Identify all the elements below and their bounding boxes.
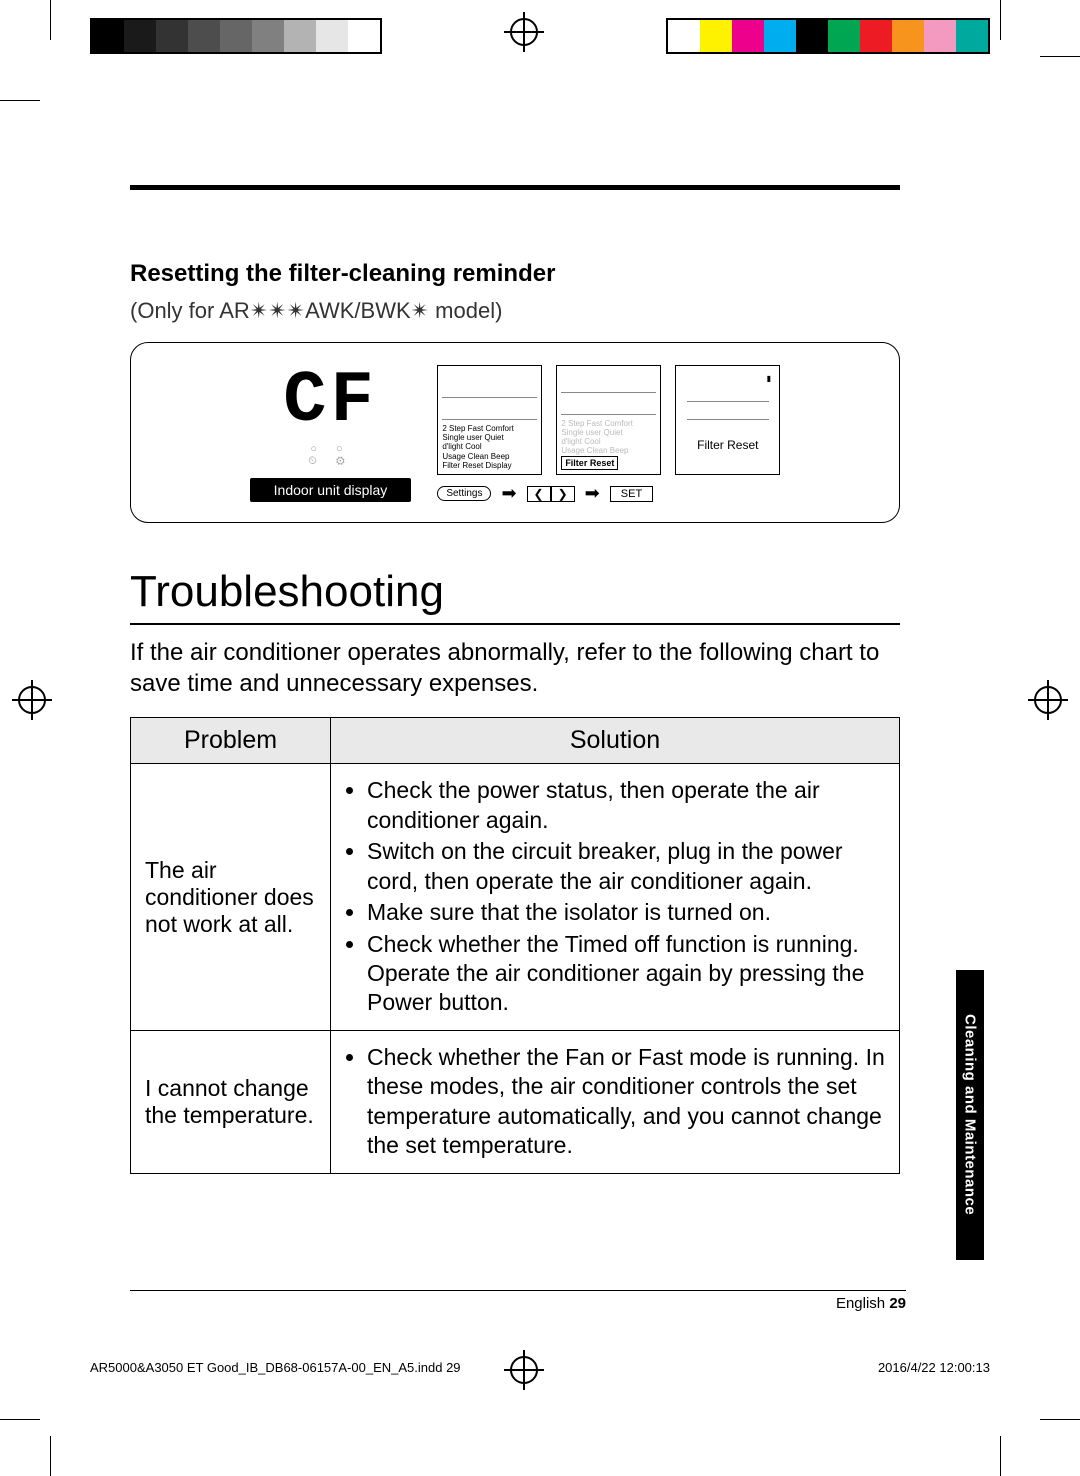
swatch	[700, 20, 732, 52]
troubleshooting-intro: If the air conditioner operates abnormal…	[130, 637, 900, 699]
set-button[interactable]: SET	[610, 486, 653, 502]
seven-segment-display: CF	[250, 365, 412, 437]
swatch	[956, 20, 988, 52]
swatch	[924, 20, 956, 52]
swatch	[732, 20, 764, 52]
remote-big-label: Filter Reset	[697, 438, 758, 452]
swatch	[252, 20, 284, 52]
panel-line: Usage Clean Beep	[442, 452, 537, 461]
print-timestamp: 2016/4/22 12:00:13	[878, 1360, 990, 1375]
cell-solution: Check whether the Fan or Fast mode is ru…	[331, 1030, 900, 1173]
swatch	[156, 20, 188, 52]
arrow-icon: ➡	[501, 483, 516, 504]
page-footer: English 29	[130, 1290, 906, 1312]
crop-mark	[1000, 0, 1001, 40]
remote-panel-1: 2 Step Fast ComfortSingle user Quietd'li…	[437, 365, 542, 475]
solution-item: Check whether the Timed off function is …	[367, 930, 885, 1018]
remote-sequence: 2 Step Fast ComfortSingle user Quietd'li…	[437, 365, 780, 504]
solution-item: Switch on the circuit breaker, plug in t…	[367, 837, 885, 896]
table-row: I cannot change the temperature. Check wh…	[131, 1030, 900, 1173]
cell-problem: I cannot change the temperature.	[131, 1030, 331, 1173]
footer-lang: English	[836, 1295, 885, 1312]
table-row: The air conditioner does not work at all…	[131, 764, 900, 1031]
swatch	[764, 20, 796, 52]
page-content: Resetting the filter-cleaning reminder (…	[130, 75, 900, 1174]
panel-line: Usage Clean Beep	[561, 446, 656, 455]
th-solution: Solution	[331, 718, 900, 764]
indoor-unit-label: Indoor unit display	[250, 478, 412, 502]
swatch	[92, 20, 124, 52]
cell-problem: The air conditioner does not work at all…	[131, 764, 331, 1031]
greyscale-swatch-strip	[90, 18, 382, 54]
crop-mark	[1040, 1419, 1080, 1420]
swatch	[860, 20, 892, 52]
solution-item: Check whether the Fan or Fast mode is ru…	[367, 1043, 885, 1161]
crop-mark	[1040, 56, 1080, 57]
swatch	[892, 20, 924, 52]
troubleshooting-table: Problem Solution The air conditioner doe…	[130, 717, 900, 1173]
indoor-unit-icons: ○ ○⏲ ⚙	[250, 443, 412, 468]
registration-mark-top	[510, 18, 538, 46]
panel-line: 2 Step Fast Comfort	[442, 424, 537, 433]
swatch	[124, 20, 156, 52]
swatch	[828, 20, 860, 52]
panel-line: Single user Quiet	[442, 433, 537, 442]
battery-icon: ▮	[764, 374, 773, 383]
panel-line: Single user Quiet	[561, 428, 656, 437]
swatch	[188, 20, 220, 52]
nav-left-button[interactable]: ❮	[527, 486, 551, 502]
section-tab-cleaning: Cleaning and Maintenance	[956, 970, 984, 1260]
footer-page-number: 29	[889, 1295, 906, 1312]
swatch	[796, 20, 828, 52]
rule-thick	[130, 185, 900, 190]
solution-item: Check the power status, then operate the…	[367, 776, 885, 835]
registration-mark-left	[18, 686, 46, 714]
cell-solution: Check the power status, then operate the…	[331, 764, 900, 1031]
settings-button[interactable]: Settings	[437, 486, 491, 501]
solution-item: Make sure that the isolator is turned on…	[367, 898, 885, 927]
crop-mark	[1000, 1436, 1001, 1476]
swatch	[348, 20, 380, 52]
crop-mark	[50, 1436, 51, 1476]
panel-line: Filter Reset Display	[442, 461, 537, 470]
panel-line: 2 Step Fast Comfort	[561, 419, 656, 428]
panel-line: d'light Cool	[561, 437, 656, 446]
swatch	[220, 20, 252, 52]
settings-row: Settings ➡ ❮❯ ➡ SET	[437, 483, 780, 504]
filter-reset-diagram: CF ○ ○⏲ ⚙ Indoor unit display 2 Step Fas…	[130, 342, 900, 523]
print-job-footer: AR5000&A3050 ET Good_IB_DB68-06157A-00_E…	[90, 1360, 990, 1375]
subheading-filter-reset: Resetting the filter-cleaning reminder	[130, 260, 900, 288]
th-problem: Problem	[131, 718, 331, 764]
rule-thin	[130, 623, 900, 625]
swatch	[316, 20, 348, 52]
filter-reset-highlight: Filter Reset	[561, 456, 618, 470]
color-swatch-strip	[666, 18, 990, 54]
remote-panel-3: ▮ Filter Reset	[675, 365, 780, 475]
print-file-name: AR5000&A3050 ET Good_IB_DB68-06157A-00_E…	[90, 1360, 461, 1375]
crop-mark	[0, 1419, 40, 1420]
crop-mark	[50, 0, 51, 40]
registration-mark-right	[1034, 686, 1062, 714]
nav-right-button[interactable]: ❯	[551, 486, 575, 502]
model-note: (Only for AR✴✴✴AWK/BWK✴ model)	[130, 298, 900, 324]
crop-mark	[0, 100, 40, 101]
panel-line: d'light Cool	[442, 442, 537, 451]
indoor-unit-block: CF ○ ○⏲ ⚙ Indoor unit display	[250, 365, 412, 502]
panel-line: Filter Reset	[561, 456, 656, 470]
swatch	[668, 20, 700, 52]
heading-troubleshooting: Troubleshooting	[130, 567, 900, 617]
swatch	[284, 20, 316, 52]
remote-panel-2: 2 Step Fast ComfortSingle user Quietd'li…	[556, 365, 661, 475]
arrow-icon: ➡	[585, 483, 600, 504]
